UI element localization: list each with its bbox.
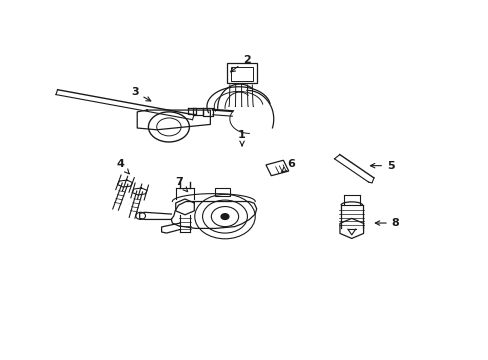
Polygon shape [140,212,171,220]
Text: 3: 3 [131,87,150,101]
Bar [265,160,288,176]
Text: 8: 8 [374,218,399,228]
Text: 4: 4 [116,159,129,174]
Text: 6: 6 [281,159,294,172]
Bar [215,188,229,196]
Text: 1: 1 [238,130,245,146]
Text: 7: 7 [174,177,187,192]
Bar [230,67,253,81]
Text: 2: 2 [230,55,250,72]
Bar [227,63,256,83]
Text: 5: 5 [370,161,394,171]
Polygon shape [161,223,180,233]
Circle shape [221,214,228,220]
